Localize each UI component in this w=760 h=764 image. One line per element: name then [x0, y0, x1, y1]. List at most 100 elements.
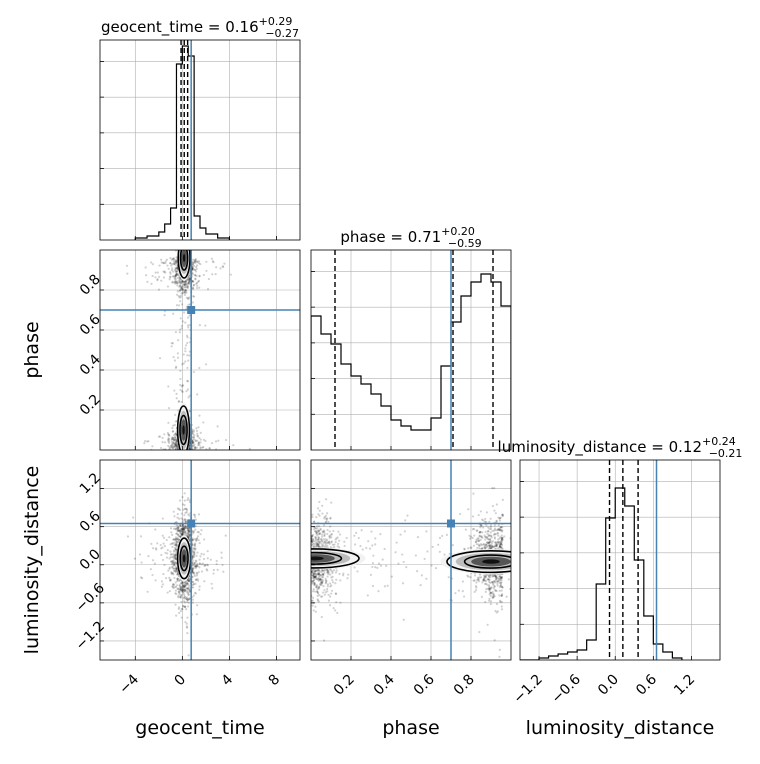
sample-point: [326, 571, 329, 574]
sample-point: [205, 260, 208, 263]
sample-point: [336, 536, 339, 539]
sample-point: [497, 516, 500, 519]
sample-point: [315, 542, 318, 546]
sample-point: [360, 529, 363, 532]
sample-point: [232, 444, 235, 447]
panel-border: [99, 459, 301, 661]
sample-point: [168, 566, 171, 569]
sample-point: [198, 566, 201, 569]
sample-point: [197, 443, 200, 447]
sample-point: [154, 547, 158, 550]
sample-point: [491, 546, 494, 549]
sample-point: [500, 594, 503, 597]
sample-point: [488, 597, 491, 600]
sample-point: [195, 538, 198, 542]
sample-point: [184, 530, 187, 533]
sample-point: [179, 388, 182, 392]
sample-point: [175, 543, 178, 546]
sample-point: [156, 278, 159, 281]
sample-point: [196, 284, 199, 287]
sample-point: [191, 280, 195, 283]
sample-point: [186, 336, 189, 339]
sample-point: [192, 280, 195, 283]
sample-point: [191, 268, 194, 271]
sample-point: [484, 530, 487, 534]
sample-point: [176, 445, 179, 448]
sample-point: [184, 520, 188, 524]
sample-point: [183, 585, 186, 589]
sample-point: [174, 279, 177, 283]
sample-point: [176, 540, 180, 543]
hist-step-line: [311, 273, 511, 450]
sample-point: [185, 532, 188, 535]
scatter-panel-geocent_time-vs-phase: [99, 249, 301, 451]
sample-point: [184, 350, 187, 353]
sample-point: [175, 441, 178, 444]
sample-point: [318, 541, 322, 545]
sample-point: [174, 548, 178, 551]
sample-point: [483, 544, 487, 548]
truth-marker: [187, 306, 196, 314]
sample-point: [194, 261, 197, 264]
sample-point: [172, 510, 175, 513]
sample-point: [168, 448, 171, 450]
sample-point: [314, 530, 317, 533]
sample-point: [171, 560, 174, 563]
sample-point: [499, 578, 502, 582]
sample-point: [496, 580, 499, 583]
sample-point: [313, 575, 316, 578]
sample-point: [178, 590, 181, 594]
sample-point: [326, 583, 330, 586]
sample-point: [169, 272, 172, 275]
sample-point: [182, 531, 186, 534]
sample-point: [144, 439, 147, 443]
sample-point: [495, 543, 498, 546]
sample-point: [509, 587, 511, 591]
sample-point: [330, 533, 333, 536]
sample-point: [168, 278, 171, 281]
sample-point: [175, 584, 178, 587]
sample-point: [193, 563, 196, 566]
sample-point: [495, 520, 498, 523]
sample-point: [401, 582, 405, 585]
sample-point: [194, 258, 197, 261]
sample-point: [484, 600, 487, 604]
sample-point: [215, 266, 218, 269]
sample-point: [199, 446, 202, 449]
sample-point: [320, 595, 323, 598]
sample-point: [494, 528, 497, 532]
sample-point: [379, 564, 383, 567]
title-name: geocent_time = 0.16: [101, 18, 259, 37]
sample-point: [187, 282, 190, 285]
sample-point: [176, 538, 179, 541]
sample-point: [175, 272, 179, 275]
sample-point: [176, 569, 179, 573]
sample-point: [183, 528, 186, 531]
sample-point: [174, 567, 177, 570]
sample-point: [321, 539, 324, 543]
sample-point: [176, 448, 179, 450]
sample-point: [331, 570, 334, 573]
sample-point: [476, 537, 479, 540]
sample-point: [315, 545, 318, 548]
sample-point: [182, 588, 185, 591]
sample-point: [355, 531, 358, 534]
sample-point: [485, 520, 488, 524]
sample-point: [170, 446, 174, 449]
sample-point: [402, 618, 405, 621]
sample-point: [321, 530, 324, 533]
sample-point: [495, 541, 498, 544]
sample-point: [184, 286, 187, 289]
sample-point: [319, 574, 322, 577]
sample-point: [501, 513, 505, 516]
sample-point: [488, 578, 491, 581]
sample-point: [183, 588, 187, 591]
sample-point: [155, 548, 158, 551]
sample-point: [500, 541, 503, 544]
sample-point: [416, 570, 419, 573]
sample-point: [489, 581, 492, 584]
sample-point: [180, 532, 183, 535]
x-tick-label-luminosity_distance: −1.2: [511, 672, 546, 707]
sample-point: [501, 529, 504, 532]
sample-point: [319, 528, 322, 531]
